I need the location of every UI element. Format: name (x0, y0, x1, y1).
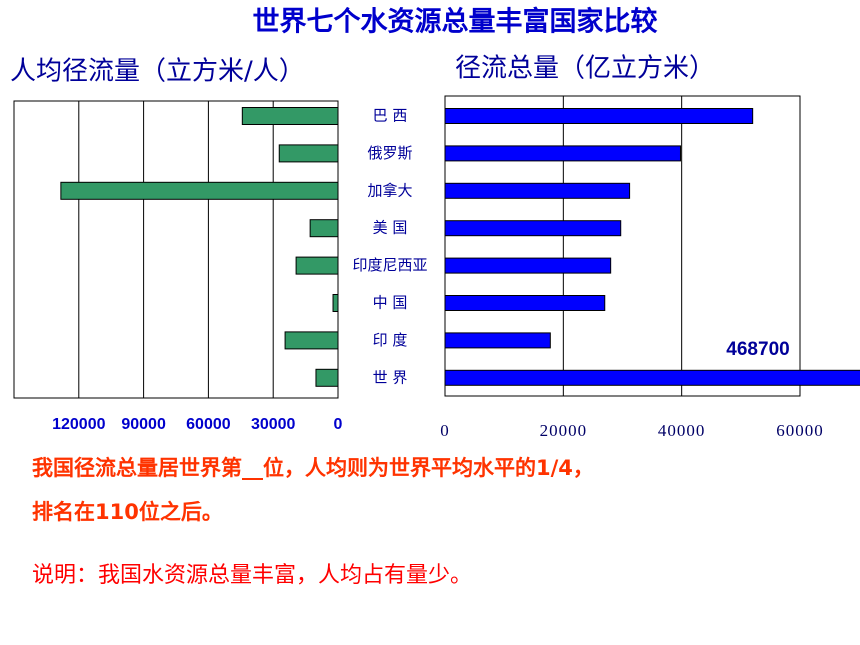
x-tick-label: 90000 (121, 416, 166, 433)
value-label: 468700 (726, 339, 789, 360)
slide-title: 世界七个水资源总量丰富国家比较 (253, 6, 658, 38)
x-tick-label: 60000 (186, 416, 231, 433)
x-tick-label: 20000 (540, 421, 588, 440)
explanation: 说明：我国水资源总量丰富，人均占有量少。 (32, 563, 472, 588)
x-tick-label: 40000 (658, 421, 706, 440)
bar (444, 295, 606, 311)
note: 排名在110位之后。 (32, 500, 223, 524)
bar (444, 257, 612, 274)
right-chart-title: 径流总量（亿立方米） (455, 54, 715, 84)
left-chart-title: 人均径流量（立方米/人） (10, 57, 305, 87)
category-label: 印 度 (373, 331, 408, 349)
x-tick-label: 0 (440, 421, 450, 440)
bar (332, 294, 339, 312)
note: 我国径流总量居世界第__位，人均则为世界平均水平的1/4， (32, 456, 594, 480)
bar (444, 145, 681, 162)
x-tick-label: 0 (334, 416, 343, 433)
category-label: 印度尼西亚 (352, 256, 427, 274)
bar (278, 144, 339, 163)
bar (444, 332, 551, 349)
category-label: 加拿大 (367, 181, 412, 199)
bar (309, 219, 339, 238)
bar (60, 181, 339, 200)
category-label: 俄罗斯 (367, 144, 412, 162)
bar (444, 220, 622, 237)
bar (241, 107, 339, 125)
bar (444, 182, 631, 199)
x-tick-label: 30000 (251, 416, 296, 433)
bar (444, 369, 860, 386)
x-tick-label: 120000 (52, 416, 105, 433)
category-label: 中 国 (373, 294, 408, 312)
category-label: 美 国 (373, 219, 408, 237)
bar (295, 256, 339, 275)
bar (315, 368, 339, 387)
bar (284, 331, 339, 350)
category-label: 巴 西 (373, 107, 408, 125)
bar (444, 108, 754, 124)
category-label: 世 界 (373, 368, 408, 386)
x-tick-label: 60000 (776, 421, 824, 440)
